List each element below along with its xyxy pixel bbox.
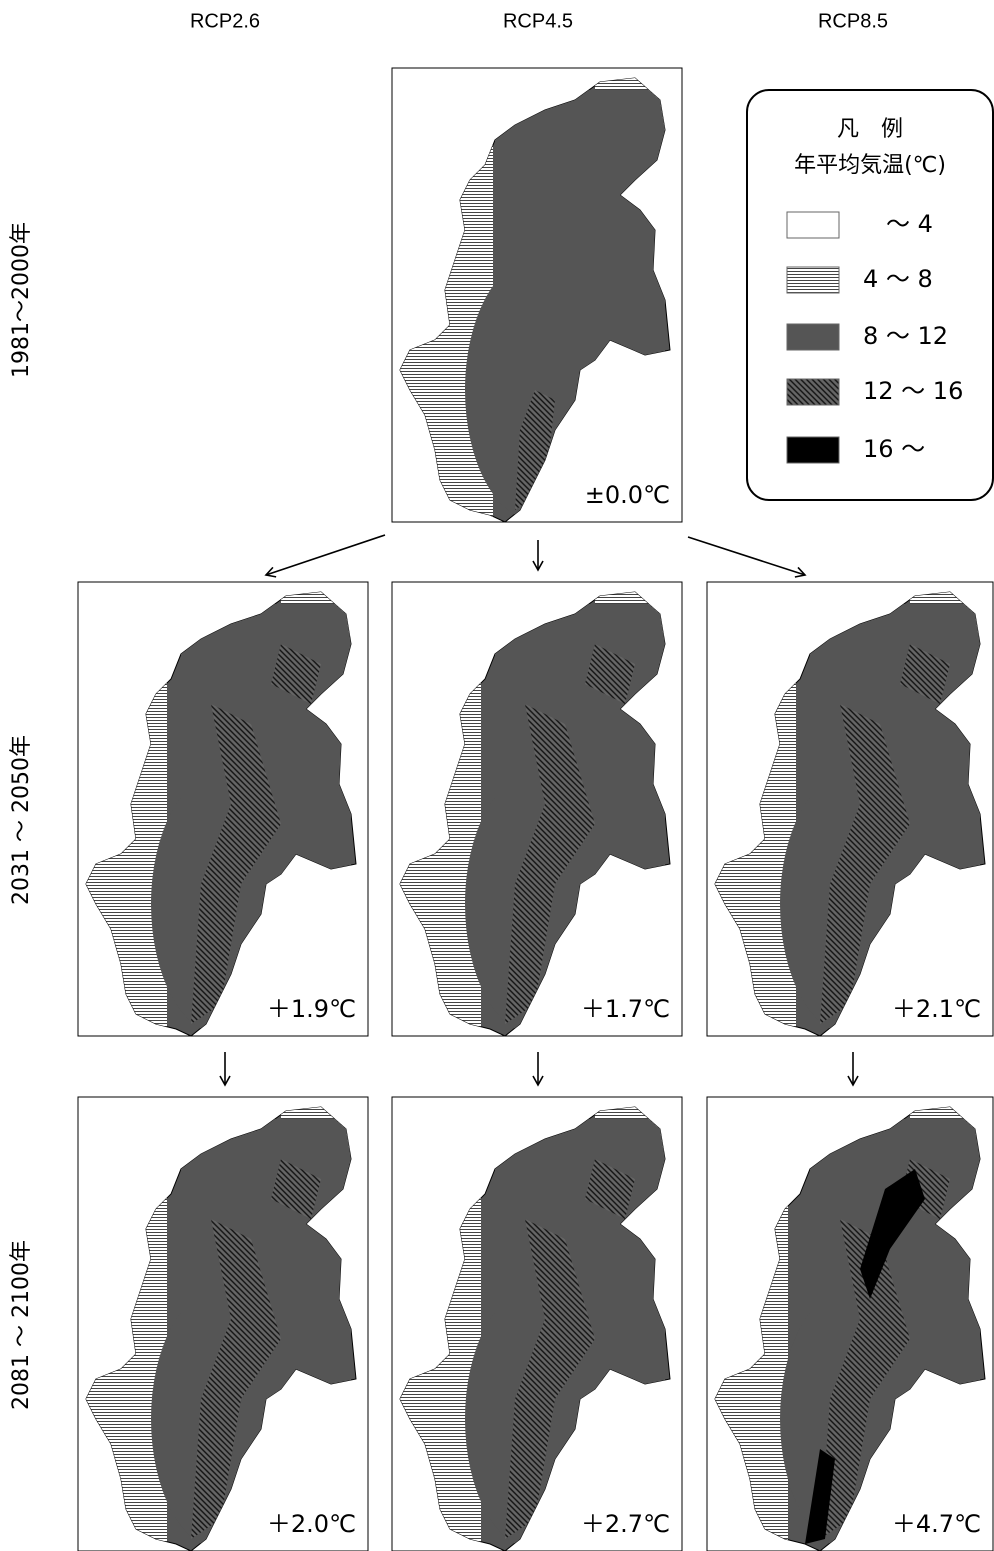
zone-warm xyxy=(191,1219,281,1539)
legend-swatch xyxy=(786,323,840,351)
zone-warm xyxy=(271,644,321,704)
panel-label: ＋2.7℃ xyxy=(581,1510,670,1538)
legend-swatch xyxy=(786,266,840,294)
column-header: RCP4.5 xyxy=(503,10,573,32)
zone-warm xyxy=(820,1219,910,1539)
zone-hot xyxy=(860,1169,925,1299)
panel-label: ＋1.9℃ xyxy=(267,995,356,1023)
panel-label: ＋4.7℃ xyxy=(892,1510,981,1538)
legend-label: 16 ～ xyxy=(863,435,925,463)
zone-hot xyxy=(805,1449,835,1544)
zone-warm xyxy=(585,1159,635,1219)
legend-title: 凡 例 xyxy=(837,117,903,142)
zone-warm xyxy=(820,704,910,1024)
legend-label: 12 ～ 16 xyxy=(863,377,963,405)
zone-warm xyxy=(271,1159,321,1219)
panel-label: ＋2.0℃ xyxy=(267,1510,356,1538)
arrow xyxy=(264,534,386,578)
map xyxy=(714,591,986,1037)
legend-swatch xyxy=(786,436,840,464)
legend-swatch xyxy=(786,378,840,406)
legend-label: ～ 4 xyxy=(886,210,933,238)
column-header: RCP8.5 xyxy=(818,10,888,32)
panel-label: ±0.0℃ xyxy=(585,481,670,509)
legend-label: 8 ～ 12 xyxy=(863,322,948,350)
panel-label: ＋2.1℃ xyxy=(892,995,981,1023)
legend-label: 4 ～ 8 xyxy=(863,265,933,293)
zone-warm xyxy=(505,704,595,1024)
row-label: 1981～2000年 xyxy=(9,222,34,378)
zone-warm xyxy=(585,644,635,704)
legend-subtitle: 年平均気温(℃) xyxy=(794,153,946,178)
zone-warm xyxy=(505,1219,595,1539)
row-label: 2081 ～ 2100年 xyxy=(9,1240,34,1410)
zone-warm xyxy=(191,704,281,1024)
panel-label: ＋1.7℃ xyxy=(581,995,670,1023)
arrow xyxy=(687,536,807,578)
legend-swatch xyxy=(786,211,840,239)
column-header: RCP2.6 xyxy=(190,10,260,32)
zone-mid xyxy=(495,90,665,370)
row-label: 2031 ～ 2050年 xyxy=(9,735,34,905)
map-zones xyxy=(715,592,985,1036)
zone-warm xyxy=(900,644,950,704)
